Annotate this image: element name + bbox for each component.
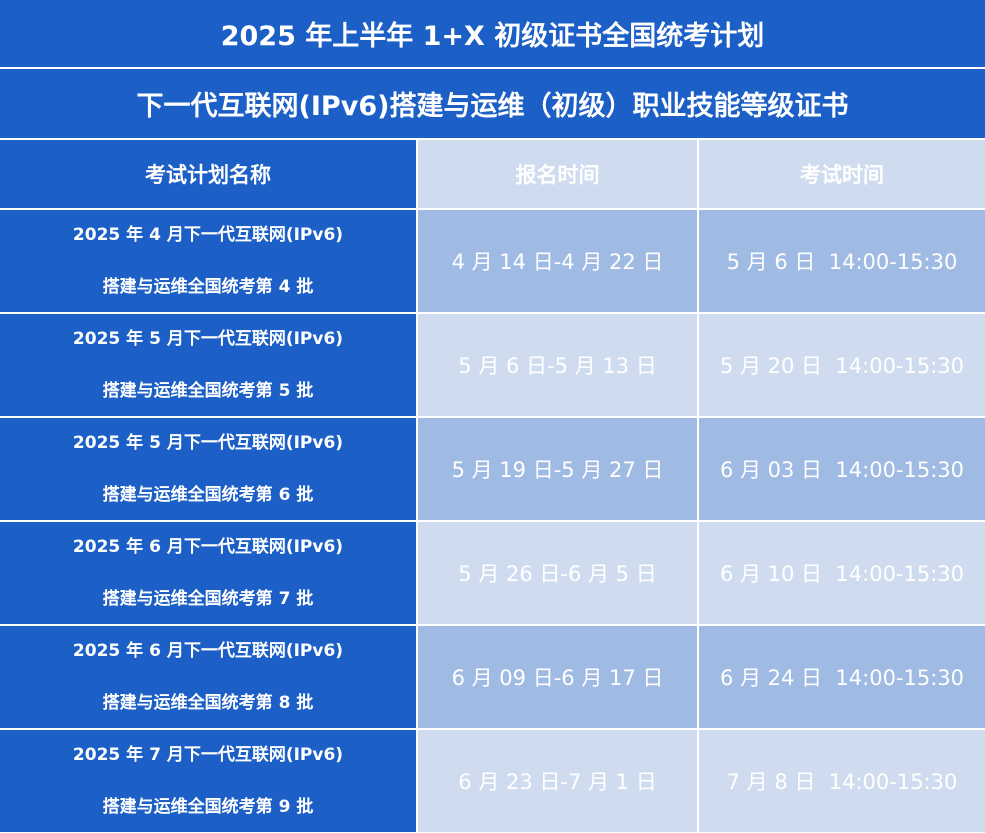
plan-name-line1: 2025 年 5 月下一代互联网(IPv6) [72,329,344,349]
plan-name-line2: 搭建与运维全国统考第 4 批 [102,277,314,297]
plan-name-line1: 2025 年 6 月下一代互联网(IPv6) [72,641,344,661]
plan-name-line2: 搭建与运维全国统考第 5 批 [102,381,314,401]
exam-time: 5 月 6 日 14:00-15:30 [726,250,958,274]
registration-period: 5 月 26 日-6 月 5 日 [458,562,657,586]
exam-time: 7 月 8 日 14:00-15:30 [726,770,958,794]
exam-time-cell: 5 月 20 日 14:00-15:30 [699,314,985,416]
exam-time: 6 月 10 日 14:00-15:30 [719,562,965,586]
registration-cell: 5 月 19 日-5 月 27 日 [418,418,697,520]
registration-cell: 5 月 26 日-6 月 5 日 [418,522,697,624]
registration-period: 4 月 14 日-4 月 22 日 [451,250,664,274]
exam-time-cell: 6 月 03 日 14:00-15:30 [699,418,985,520]
registration-cell: 4 月 14 日-4 月 22 日 [418,210,697,312]
plan-name-line2: 搭建与运维全国统考第 7 批 [102,589,314,609]
column-header-plan-name: 考试计划名称 [0,140,416,208]
plan-name-line1: 2025 年 4 月下一代互联网(IPv6) [72,225,344,245]
exam-time-cell: 6 月 24 日 14:00-15:30 [699,626,985,728]
plan-name-cell: 2025 年 5 月下一代互联网(IPv6) 搭建与运维全国统考第 6 批 [0,418,416,520]
exam-time: 6 月 24 日 14:00-15:30 [719,666,965,690]
registration-cell: 5 月 6 日-5 月 13 日 [418,314,697,416]
registration-period: 6 月 23 日-7 月 1 日 [458,770,657,794]
plan-name-cell: 2025 年 6 月下一代互联网(IPv6) 搭建与运维全国统考第 8 批 [0,626,416,728]
plan-name-line1: 2025 年 6 月下一代互联网(IPv6) [72,537,344,557]
plan-name-line2: 搭建与运维全国统考第 6 批 [102,485,314,505]
exam-time-cell: 5 月 6 日 14:00-15:30 [699,210,985,312]
registration-period: 5 月 6 日-5 月 13 日 [458,354,657,378]
plan-name-line1: 2025 年 7 月下一代互联网(IPv6) [72,745,344,765]
column-header-registration: 报名时间 [418,140,697,208]
table-title: 2025 年上半年 1+X 初级证书全国统考计划 [0,0,985,67]
registration-cell: 6 月 23 日-7 月 1 日 [418,730,697,832]
table-subtitle: 下一代互联网(IPv6)搭建与运维（初级）职业技能等级证书 [0,69,985,138]
registration-cell: 6 月 09 日-6 月 17 日 [418,626,697,728]
exam-time: 6 月 03 日 14:00-15:30 [719,458,965,482]
plan-name-line2: 搭建与运维全国统考第 8 批 [102,693,314,713]
column-header-exam-time: 考试时间 [699,140,985,208]
plan-name-cell: 2025 年 6 月下一代互联网(IPv6) 搭建与运维全国统考第 7 批 [0,522,416,624]
plan-name-line1: 2025 年 5 月下一代互联网(IPv6) [72,433,344,453]
plan-name-cell: 2025 年 7 月下一代互联网(IPv6) 搭建与运维全国统考第 9 批 [0,730,416,832]
exam-time-cell: 7 月 8 日 14:00-15:30 [699,730,985,832]
exam-time-cell: 6 月 10 日 14:00-15:30 [699,522,985,624]
exam-time: 5 月 20 日 14:00-15:30 [719,354,965,378]
plan-name-line2: 搭建与运维全国统考第 9 批 [102,797,314,817]
plan-name-cell: 2025 年 4 月下一代互联网(IPv6) 搭建与运维全国统考第 4 批 [0,210,416,312]
registration-period: 6 月 09 日-6 月 17 日 [451,666,664,690]
plan-name-cell: 2025 年 5 月下一代互联网(IPv6) 搭建与运维全国统考第 5 批 [0,314,416,416]
registration-period: 5 月 19 日-5 月 27 日 [451,458,664,482]
